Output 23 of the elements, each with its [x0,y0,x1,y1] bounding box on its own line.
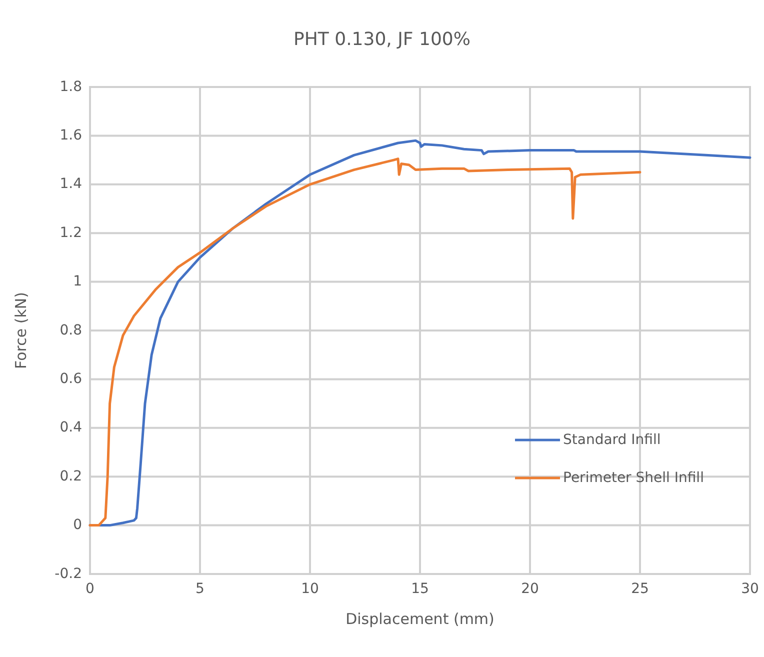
x-tick-label: 5 [196,580,204,597]
x-tick-label: 0 [86,580,94,597]
y-tick-label: 0.4 [60,420,82,436]
y-tick-label: -0.2 [54,566,82,582]
x-tick-label: 20 [521,580,539,597]
x-tick-label: 25 [631,580,649,597]
y-tick-label: 1.2 [60,224,82,241]
x-axis-title: Displacement (mm) [346,610,494,628]
y-tick-label: 1.6 [60,128,82,144]
y-tick-label: 0.8 [60,322,82,338]
chart-title: PHT 0.130, JF 100% [294,29,470,50]
y-axis-title: Force (kN) [12,292,30,369]
x-tick-label: 10 [301,580,319,597]
y-tick-label: 0.6 [60,371,82,388]
x-tick-label: 30 [741,580,759,597]
y-tick-label: 1 [73,274,82,290]
y-tick-label: 0 [73,517,82,534]
legend-label: Standard Infill [563,432,661,448]
y-tick-label: 0.2 [60,468,82,484]
y-tick-label: 1.8 [60,78,82,95]
x-tick-label: 15 [411,580,429,597]
y-tick-label: 1.4 [60,176,82,192]
legend-label: Perimeter Shell Infill [563,470,704,486]
